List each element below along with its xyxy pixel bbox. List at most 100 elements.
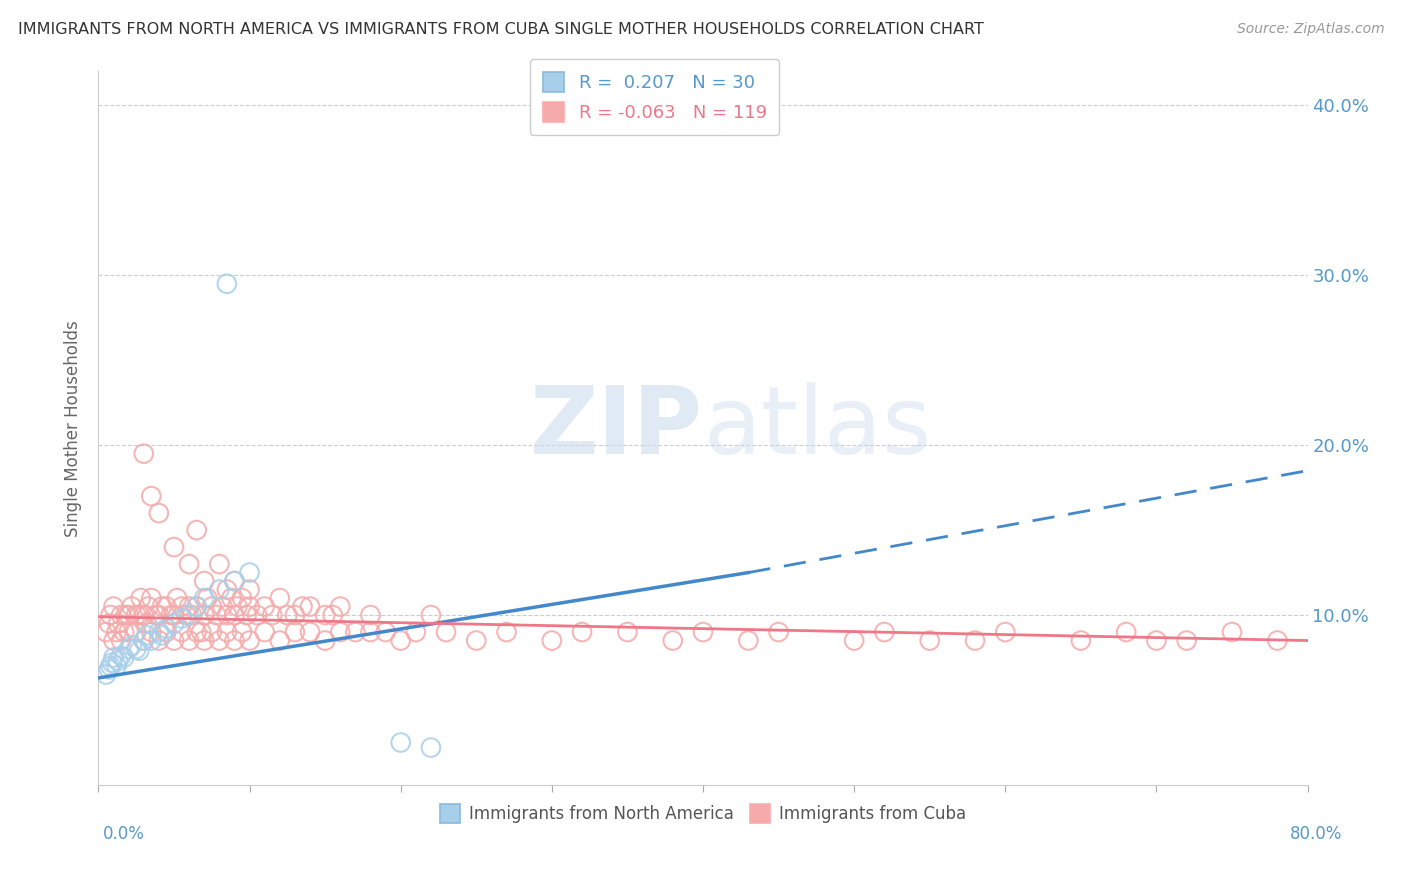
Point bbox=[186, 625, 208, 640]
Point bbox=[193, 608, 215, 623]
Point bbox=[329, 625, 352, 640]
Point bbox=[374, 625, 396, 640]
Point bbox=[107, 654, 129, 668]
Point bbox=[190, 625, 212, 640]
Text: atlas: atlas bbox=[703, 382, 931, 475]
Point bbox=[141, 633, 163, 648]
Point bbox=[211, 599, 233, 614]
Point bbox=[389, 633, 412, 648]
Point bbox=[224, 608, 246, 623]
Point bbox=[105, 659, 128, 673]
Point bbox=[100, 608, 122, 623]
Point bbox=[201, 599, 224, 614]
Point bbox=[262, 608, 284, 623]
Point bbox=[181, 608, 204, 623]
Point bbox=[118, 625, 141, 640]
Point bbox=[253, 625, 276, 640]
Point bbox=[221, 591, 243, 605]
Text: IMMIGRANTS FROM NORTH AMERICA VS IMMIGRANTS FROM CUBA SINGLE MOTHER HOUSEHOLDS C: IMMIGRANTS FROM NORTH AMERICA VS IMMIGRA… bbox=[18, 22, 984, 37]
Point bbox=[174, 608, 197, 623]
Point bbox=[239, 599, 262, 614]
Point bbox=[405, 625, 427, 640]
Point bbox=[239, 633, 262, 648]
Point bbox=[322, 608, 344, 623]
Point bbox=[170, 625, 193, 640]
Point bbox=[170, 611, 193, 625]
Point bbox=[148, 506, 170, 520]
Point bbox=[540, 633, 562, 648]
Point bbox=[160, 608, 183, 623]
Point bbox=[179, 633, 201, 648]
Point bbox=[215, 608, 238, 623]
Point bbox=[112, 625, 135, 640]
Point bbox=[163, 616, 186, 631]
Point bbox=[186, 523, 208, 537]
Text: 0.0%: 0.0% bbox=[103, 825, 145, 843]
Point bbox=[110, 608, 132, 623]
Point bbox=[215, 625, 238, 640]
Point bbox=[246, 608, 269, 623]
Point bbox=[215, 277, 238, 291]
Point bbox=[121, 639, 143, 653]
Point bbox=[132, 608, 155, 623]
Point bbox=[141, 625, 163, 640]
Point bbox=[94, 625, 117, 640]
Point bbox=[145, 608, 167, 623]
Point bbox=[231, 625, 253, 640]
Point bbox=[1267, 633, 1289, 648]
Point bbox=[155, 625, 177, 640]
Point bbox=[226, 599, 249, 614]
Point bbox=[360, 608, 382, 623]
Point bbox=[148, 625, 170, 640]
Point bbox=[284, 625, 307, 640]
Point bbox=[208, 582, 231, 597]
Point bbox=[420, 608, 443, 623]
Point bbox=[128, 608, 150, 623]
Point bbox=[163, 633, 186, 648]
Point bbox=[101, 656, 124, 670]
Point bbox=[1144, 633, 1167, 648]
Point bbox=[179, 608, 201, 623]
Point bbox=[135, 628, 157, 642]
Point bbox=[495, 625, 517, 640]
Point bbox=[136, 599, 159, 614]
Point bbox=[141, 489, 163, 503]
Point bbox=[1115, 625, 1137, 640]
Point bbox=[873, 625, 896, 640]
Point bbox=[186, 599, 208, 614]
Text: Source: ZipAtlas.com: Source: ZipAtlas.com bbox=[1237, 22, 1385, 37]
Point bbox=[148, 633, 170, 648]
Point bbox=[208, 557, 231, 571]
Point bbox=[224, 633, 246, 648]
Point bbox=[389, 735, 412, 749]
Point bbox=[118, 608, 141, 623]
Point bbox=[299, 599, 322, 614]
Text: ZIP: ZIP bbox=[530, 382, 703, 475]
Point bbox=[94, 667, 117, 681]
Point bbox=[844, 633, 866, 648]
Point bbox=[299, 625, 322, 640]
Point bbox=[284, 608, 307, 623]
Point bbox=[768, 625, 790, 640]
Legend: Immigrants from North America, Immigrants from Cuba: Immigrants from North America, Immigrant… bbox=[433, 797, 973, 830]
Y-axis label: Single Mother Households: Single Mother Households bbox=[65, 320, 83, 536]
Point bbox=[150, 599, 173, 614]
Point bbox=[110, 648, 132, 663]
Point bbox=[100, 659, 122, 673]
Point bbox=[737, 633, 759, 648]
Point bbox=[132, 633, 155, 648]
Point bbox=[179, 599, 201, 614]
Point bbox=[616, 625, 638, 640]
Point bbox=[121, 599, 143, 614]
Point bbox=[155, 622, 177, 636]
Point bbox=[129, 591, 152, 605]
Point bbox=[141, 591, 163, 605]
Point bbox=[103, 650, 125, 665]
Point bbox=[235, 608, 257, 623]
Point bbox=[107, 616, 129, 631]
Point bbox=[98, 662, 121, 676]
Point bbox=[269, 591, 291, 605]
Point bbox=[125, 608, 148, 623]
Point bbox=[329, 599, 352, 614]
Point bbox=[114, 608, 136, 623]
